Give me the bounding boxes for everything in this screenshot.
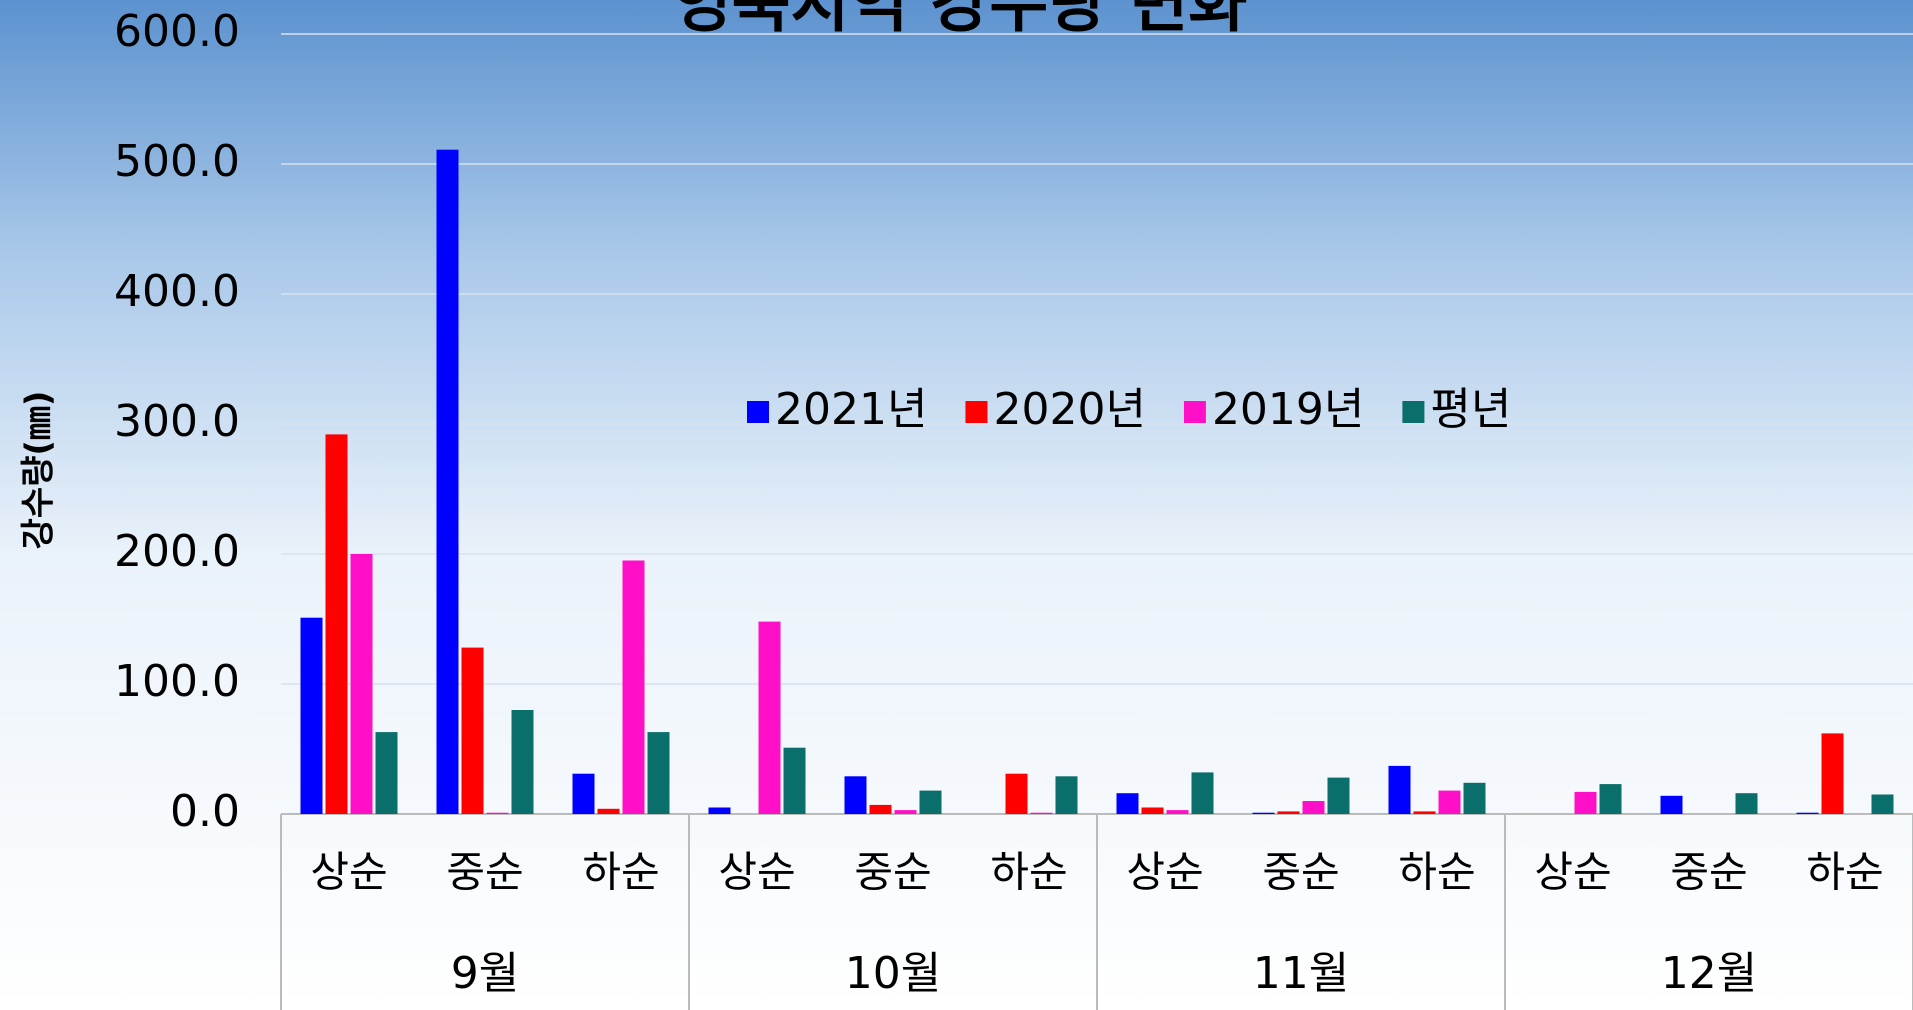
bar xyxy=(869,804,892,814)
bar xyxy=(1574,791,1597,814)
legend-swatch xyxy=(747,401,769,423)
x-tick-label: 상순 xyxy=(1534,848,1611,897)
chart-title: 영북지역 강수량 변화 xyxy=(673,0,1247,42)
bar xyxy=(1166,810,1189,814)
group-label: 9월 xyxy=(451,948,519,999)
bar xyxy=(1413,811,1436,814)
x-tick-label: 상순 xyxy=(1126,848,1203,897)
bar xyxy=(300,617,323,814)
y-tick-label: 200.0 xyxy=(114,526,240,577)
legend-label: 평년 xyxy=(1430,384,1511,435)
x-tick-label: 상순 xyxy=(310,848,387,897)
bar xyxy=(597,808,620,814)
x-tick-label: 중순 xyxy=(854,848,931,897)
group-label: 12월 xyxy=(1661,948,1757,999)
bar xyxy=(622,560,645,814)
bar xyxy=(1302,801,1325,814)
bar xyxy=(436,149,459,814)
bar xyxy=(1252,812,1275,814)
x-tick-label: 중순 xyxy=(1670,848,1747,897)
bar xyxy=(844,776,867,814)
bar xyxy=(758,621,781,814)
x-tick-label: 하순 xyxy=(1398,848,1475,897)
bar xyxy=(1871,794,1894,814)
bar xyxy=(1735,793,1758,814)
bar xyxy=(1599,784,1622,814)
bar xyxy=(375,732,398,814)
y-tick-label: 500.0 xyxy=(114,136,240,187)
bar xyxy=(1005,773,1028,814)
bar xyxy=(894,810,917,814)
bar xyxy=(1277,811,1300,814)
legend-label: 2020년 xyxy=(993,384,1145,435)
legend-swatch xyxy=(1183,401,1206,423)
group-label: 10월 xyxy=(845,948,941,999)
bar xyxy=(325,434,348,814)
bar xyxy=(350,554,373,814)
x-tick-label: 하순 xyxy=(990,848,1067,897)
y-axis-label: 강수량(㎜) xyxy=(19,391,59,550)
y-tick-label: 300.0 xyxy=(114,396,240,447)
x-tick-label: 중순 xyxy=(1262,848,1339,897)
legend-swatch xyxy=(1402,401,1425,423)
y-tick-label: 400.0 xyxy=(114,266,240,317)
x-tick-label: 하순 xyxy=(1806,848,1883,897)
bar xyxy=(783,747,806,814)
bar xyxy=(1388,765,1411,814)
bar xyxy=(1463,782,1486,814)
bar xyxy=(1055,776,1078,814)
bar xyxy=(1796,812,1819,814)
x-tick-label: 상순 xyxy=(718,848,795,897)
bar xyxy=(708,807,731,814)
bar xyxy=(572,773,595,814)
bar xyxy=(1116,793,1139,814)
bar xyxy=(647,732,670,814)
bar xyxy=(486,812,509,814)
legend-label: 2019년 xyxy=(1212,384,1364,435)
legend-label: 2021년 xyxy=(775,384,927,435)
bar xyxy=(919,790,942,814)
group-label: 11월 xyxy=(1253,948,1349,999)
x-tick-label: 하순 xyxy=(582,848,659,897)
y-tick-label: 600.0 xyxy=(114,6,240,57)
bar xyxy=(1660,795,1683,814)
y-tick-label: 100.0 xyxy=(114,656,240,707)
bar xyxy=(1191,772,1214,814)
bar xyxy=(1327,777,1350,814)
bar xyxy=(461,647,484,814)
legend-swatch xyxy=(965,401,988,423)
bar xyxy=(511,710,534,814)
bar xyxy=(1030,812,1053,814)
bar xyxy=(1821,733,1844,814)
bar xyxy=(1141,807,1164,814)
bar xyxy=(1438,790,1461,814)
x-tick-label: 중순 xyxy=(446,848,523,897)
y-tick-label: 0.0 xyxy=(170,786,240,837)
